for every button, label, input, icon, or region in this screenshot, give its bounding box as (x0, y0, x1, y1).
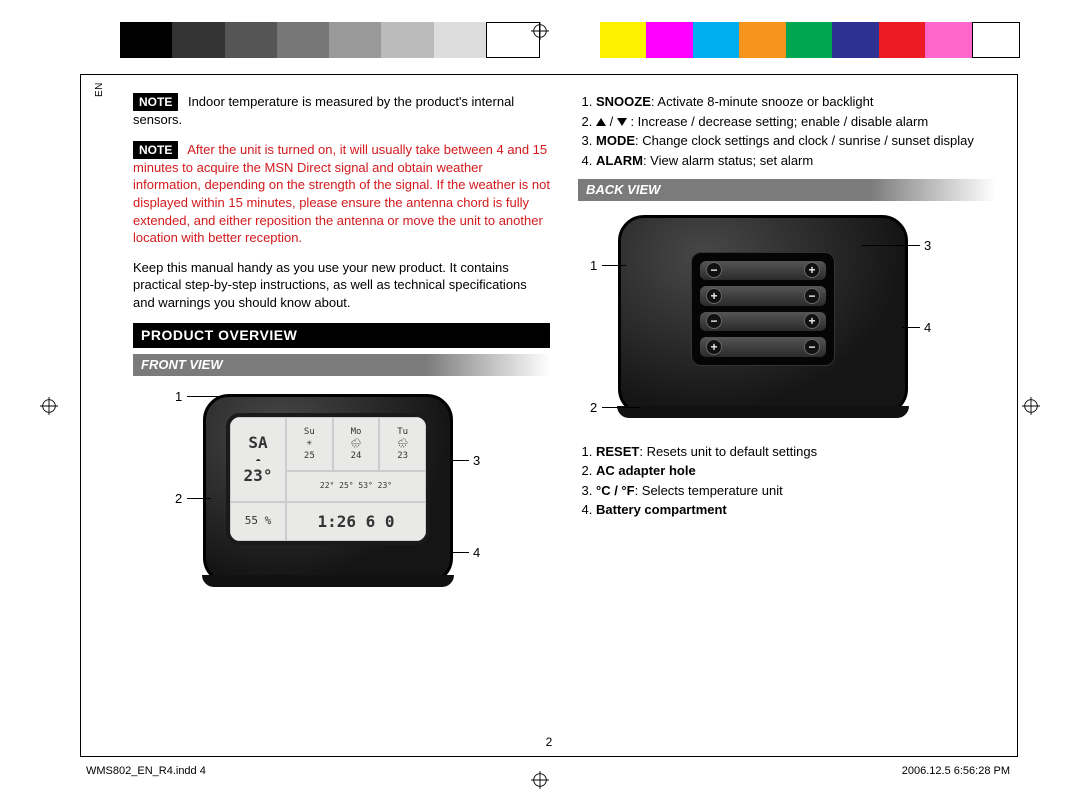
note2-text: After the unit is turned on, it will usu… (133, 142, 550, 245)
right-column: SNOOZE: Activate 8-minute snooze or back… (578, 93, 995, 746)
note2-para: NOTE After the unit is turned on, it wil… (133, 141, 550, 247)
color-swatch (381, 22, 433, 58)
color-swatch (434, 22, 486, 58)
screen-humidity: 55 % (230, 502, 286, 541)
note2-label: NOTE (133, 141, 178, 159)
battery-compartment: −+ +− −+ +− (691, 252, 835, 366)
front-callout-3: 3 (473, 453, 480, 468)
front-callout-2: 2 (175, 491, 182, 506)
back-callout-2: 2 (590, 400, 597, 415)
front-callout-4: 4 (473, 545, 480, 560)
back-callout-1: 1 (590, 258, 597, 273)
feature-item: SNOOZE: Activate 8-minute snooze or back… (596, 93, 995, 111)
subsection-front-view: FRONT VIEW (133, 354, 550, 376)
screen-lo-row: 22° 25° 53° 23° (286, 471, 426, 502)
color-swatch (329, 22, 381, 58)
screen-day-mo: Mo (351, 426, 362, 438)
registration-mark-left (40, 397, 58, 415)
screen-day-su: Su (304, 426, 315, 438)
screen-day-tu: Tu (397, 426, 408, 438)
keep-manual-para: Keep this manual handy as you use your n… (133, 259, 550, 312)
color-swatch (693, 22, 739, 58)
color-swatch (600, 22, 646, 58)
print-color-bars (120, 22, 1020, 58)
arrow-down-icon (617, 118, 627, 126)
footer-timestamp: 2006.12.5 6:56:28 PM (902, 764, 1010, 779)
color-swatch (879, 22, 925, 58)
device-screen: SA ☁ 23° Su☀25 Mo🌧24 Tu🌧23 22° 25° 53° 2… (226, 413, 430, 545)
left-column: NOTE Indoor temperature is measured by t… (103, 93, 550, 746)
note1-label: NOTE (133, 93, 178, 111)
screen-temp-main: 23° (244, 465, 273, 487)
color-swatch (739, 22, 785, 58)
device-front-body: SA ☁ 23° Su☀25 Mo🌧24 Tu🌧23 22° 25° 53° 2… (203, 394, 453, 584)
section-product-overview: PRODUCT OVERVIEW (133, 323, 550, 348)
color-swatch (972, 22, 1020, 58)
front-callout-1: 1 (175, 389, 182, 404)
page-number: 2 (81, 734, 1017, 750)
color-swatch (172, 22, 224, 58)
feature-item: AC adapter hole (596, 462, 995, 480)
color-swatch (832, 22, 878, 58)
registration-mark-top (531, 22, 549, 40)
back-callout-4: 4 (924, 320, 931, 335)
color-swatch (120, 22, 172, 58)
color-swatch (225, 22, 277, 58)
figure-back-view: −+ +− −+ +− 1 2 (578, 209, 995, 439)
feature-item: °C / °F: Selects temperature unit (596, 482, 995, 500)
feature-item: Battery compartment (596, 501, 995, 519)
screen-time: 1:26 6 0 (286, 502, 426, 541)
arrow-up-icon (596, 118, 606, 126)
screen-day-main: SA (248, 432, 267, 454)
language-tag: EN (93, 82, 107, 97)
feature-item: MODE: Change clock settings and clock / … (596, 132, 995, 150)
registration-mark-right (1022, 397, 1040, 415)
back-view-feature-list: RESET: Resets unit to default settingsAC… (578, 443, 995, 519)
feature-item: / : Increase / decrease setting; enable … (596, 113, 995, 131)
front-view-feature-list: SNOOZE: Activate 8-minute snooze or back… (578, 93, 995, 169)
color-swatch (646, 22, 692, 58)
color-swatch (277, 22, 329, 58)
footer-file-name: WMS802_EN_R4.indd 4 (86, 764, 206, 779)
back-callout-3: 3 (924, 238, 931, 253)
subsection-back-view: BACK VIEW (578, 179, 995, 201)
color-swatch (925, 22, 971, 58)
figure-front-view: SA ☁ 23° Su☀25 Mo🌧24 Tu🌧23 22° 25° 53° 2… (133, 384, 550, 604)
feature-item: RESET: Resets unit to default settings (596, 443, 995, 461)
note1-text: Indoor temperature is measured by the pr… (133, 94, 514, 127)
page-content-frame: EN NOTE Indoor temperature is measured b… (80, 74, 1018, 757)
note1-para: NOTE Indoor temperature is measured by t… (133, 93, 550, 129)
color-swatch (786, 22, 832, 58)
feature-item: ALARM: View alarm status; set alarm (596, 152, 995, 170)
